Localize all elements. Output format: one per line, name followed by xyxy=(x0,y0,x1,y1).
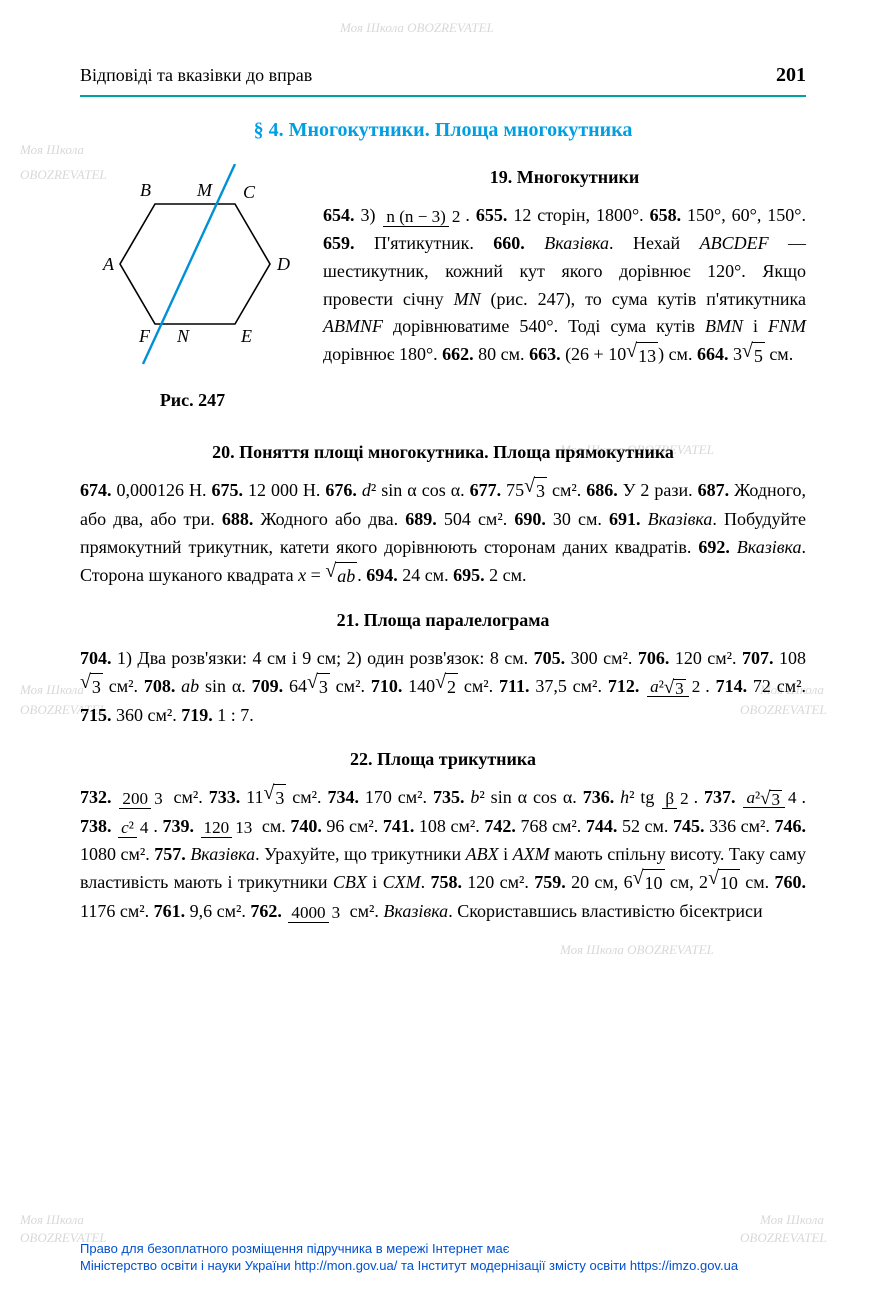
chapter-title: § 4. Многокутники. Площа многокутника xyxy=(80,115,806,146)
section-21: 21. Площа паралелограма 704. 1) Два розв… xyxy=(80,607,806,730)
svg-text:F: F xyxy=(138,326,151,346)
section-20: 20. Поняття площі многокутника. Площа пр… xyxy=(80,439,806,591)
svg-text:C: C xyxy=(243,182,256,202)
svg-text:M: M xyxy=(196,180,213,200)
page: Моя Школа OBOZREVATEL Моя Школа OBOZREVA… xyxy=(0,0,886,1299)
section-title-20: 20. Поняття площі многокутника. Площа пр… xyxy=(80,439,806,467)
section-title-22: 22. Площа трикутника xyxy=(80,746,806,774)
svg-text:B: B xyxy=(140,180,151,200)
svg-text:A: A xyxy=(102,254,115,274)
section-title-21: 21. Площа паралелограма xyxy=(80,607,806,635)
page-number: 201 xyxy=(776,60,806,91)
header-title: Відповіді та вказівки до вправ xyxy=(80,62,312,90)
figure-247: A B C D E F M N Рис. 247 xyxy=(80,164,305,415)
svg-text:D: D xyxy=(276,254,290,274)
answers-22: 732. 2003 см². 733. 11√3 см². 734. 170 с… xyxy=(80,784,806,926)
section-22: 22. Площа трикутника 732. 2003 см². 733.… xyxy=(80,746,806,926)
answers-20: 674. 0,000126 Н. 675. 12 000 Н. 676. d² … xyxy=(80,477,806,591)
section-19: A B C D E F M N Рис. 247 19. Многокутник… xyxy=(80,164,806,423)
hexagon-diagram: A B C D E F M N xyxy=(85,164,300,374)
figure-caption: Рис. 247 xyxy=(80,387,305,415)
svg-text:E: E xyxy=(240,326,252,346)
footer-line2: Міністерство освіти і науки України http… xyxy=(80,1258,806,1275)
footer-line1: Право для безоплатного розміщення підруч… xyxy=(80,1241,806,1258)
section-title-19: 19. Многокутники xyxy=(320,164,806,192)
page-header: Відповіді та вказівки до вправ 201 xyxy=(80,60,806,97)
svg-text:N: N xyxy=(176,326,190,346)
answers-21: 704. 1) Два розв'язки: 4 см і 9 см; 2) о… xyxy=(80,645,806,730)
footer: Право для безоплатного розміщення підруч… xyxy=(80,1241,806,1275)
